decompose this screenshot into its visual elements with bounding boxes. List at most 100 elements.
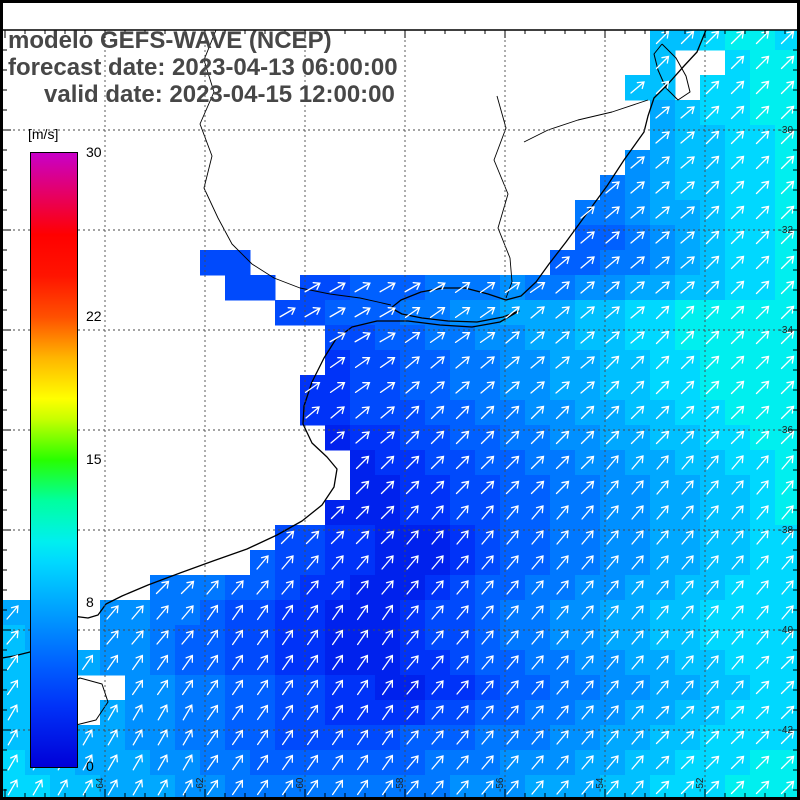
wind-arrow	[530, 331, 545, 344]
wind-arrow	[681, 605, 694, 620]
wind-arrow	[631, 505, 644, 520]
wind-arrow	[431, 505, 444, 520]
wind-arrow	[306, 729, 319, 746]
wind-arrow	[705, 355, 720, 370]
forecast-date-line: forecast date: 2023-04-13 06:00:00	[8, 54, 398, 81]
wind-arrow	[530, 405, 545, 420]
wind-arrow	[730, 780, 745, 795]
wind-arrow	[81, 654, 94, 671]
wind-arrow	[504, 281, 521, 294]
wind-arrow	[581, 655, 594, 670]
wind-arrow	[180, 580, 195, 595]
wind-arrow	[505, 306, 520, 319]
wind-speed-cell	[425, 775, 451, 797]
wind-arrow	[581, 505, 594, 520]
wind-arrow	[429, 282, 446, 293]
wind-speed-cell	[525, 775, 551, 797]
wind-arrow	[555, 480, 570, 495]
wind-arrow	[680, 206, 695, 219]
wind-arrow	[655, 780, 670, 795]
wind-arrow	[655, 355, 670, 370]
wind-arrow	[206, 654, 219, 671]
wind-arrow	[304, 381, 321, 394]
colorbar-tick-label: 0	[86, 758, 94, 774]
wind-arrow	[781, 630, 794, 645]
wind-arrow	[730, 730, 745, 745]
wind-arrow	[82, 754, 93, 771]
wind-arrow	[581, 555, 594, 570]
wind-arrow	[731, 580, 744, 595]
wind-arrow	[581, 680, 594, 695]
wind-arrow	[780, 680, 795, 695]
wind-arrow	[481, 630, 494, 645]
wind-arrow	[755, 80, 770, 95]
wind-arrow	[381, 754, 394, 771]
wind-arrow	[780, 205, 795, 220]
wind-arrow	[157, 704, 168, 721]
colorbar-tick-label: 8	[86, 594, 94, 611]
wind-arrow	[132, 704, 143, 721]
wind-arrow	[431, 680, 444, 695]
wind-arrow	[231, 629, 244, 646]
wind-arrow	[706, 455, 719, 470]
wind-arrow	[631, 705, 644, 720]
wind-arrow	[781, 605, 794, 620]
wind-arrow	[605, 355, 620, 370]
wind-arrow	[506, 680, 519, 695]
wind-arrow	[456, 680, 469, 695]
wind-arrow	[555, 455, 570, 470]
wind-arrow	[429, 331, 446, 344]
wind-arrow	[755, 230, 770, 245]
wind-arrow	[630, 380, 645, 395]
wind-arrow	[556, 780, 569, 795]
wind-arrow	[506, 580, 519, 595]
wind-arrow	[680, 305, 695, 320]
lat-label: -40	[779, 625, 794, 636]
wind-arrow	[731, 480, 744, 495]
wind-arrow	[656, 680, 669, 695]
wind-arrow	[206, 629, 219, 646]
wind-speed-cell	[700, 775, 726, 797]
wind-arrow	[381, 629, 394, 646]
wind-arrow	[706, 580, 719, 595]
wind-arrow	[480, 455, 495, 470]
wind-arrow	[506, 755, 519, 770]
wind-arrow	[680, 256, 695, 269]
wind-arrow	[354, 332, 371, 343]
wind-arrow	[132, 754, 143, 771]
wind-speed-cell	[250, 275, 276, 301]
wind-arrow	[356, 555, 369, 570]
coastline-layer	[3, 30, 707, 727]
wind-arrow	[531, 730, 544, 745]
wind-arrow	[705, 205, 720, 220]
wind-arrow	[780, 380, 795, 395]
wind-arrow	[681, 580, 694, 595]
wind-arrow	[281, 629, 294, 646]
wind-arrow	[680, 231, 695, 244]
wind-arrow	[755, 655, 770, 670]
wind-arrow	[680, 780, 695, 795]
wind-arrow	[705, 705, 720, 720]
wind-arrow	[480, 405, 495, 420]
wind-arrow	[481, 705, 494, 720]
wind-arrow	[731, 630, 744, 645]
wind-arrow	[156, 605, 169, 620]
wind-arrow	[781, 505, 794, 520]
wind-arrow	[580, 455, 595, 470]
wind-arrow	[506, 505, 519, 520]
wind-arrow	[256, 704, 269, 721]
wind-arrow	[605, 231, 620, 244]
wind-arrow	[755, 405, 770, 420]
wind-speed-cell	[575, 775, 601, 797]
wind-arrow	[631, 655, 644, 670]
wind-arrow	[655, 156, 670, 169]
wind-arrow	[106, 605, 119, 620]
wind-arrow	[681, 455, 694, 470]
wind-arrow	[730, 305, 745, 320]
wind-arrow	[606, 780, 619, 795]
lat-label: -32	[779, 225, 794, 236]
wind-arrow	[780, 80, 795, 95]
wind-arrow	[156, 654, 169, 671]
wind-arrow	[406, 630, 419, 645]
wind-arrow	[107, 779, 118, 796]
